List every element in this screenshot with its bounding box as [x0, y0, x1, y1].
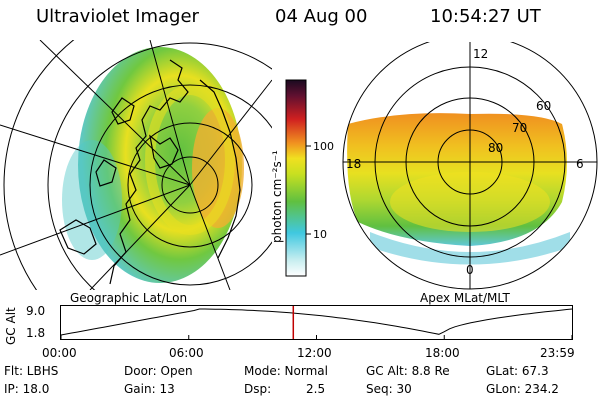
ip-info: IP: 18.0	[4, 382, 50, 396]
dsp-label: Dsp:	[244, 382, 272, 396]
colorbar: 100 10	[285, 79, 334, 277]
mlt-label-0: 0	[466, 263, 474, 277]
door-info: Door: Open	[124, 364, 193, 378]
mode-info: Mode: Normal	[244, 364, 328, 378]
filter-info: Flt: LBHS	[4, 364, 59, 378]
dsp-value: 2.5	[306, 382, 326, 396]
colorbar-unit-label: photon cm⁻²s⁻¹	[270, 150, 284, 243]
apex-label: Apex MLat/MLT	[420, 291, 510, 305]
polar-plot: 12 18 6 0 60 70 80	[342, 42, 598, 290]
geographic-label: Geographic Lat/Lon	[70, 291, 188, 305]
seq-info: Seq: 30	[366, 382, 412, 396]
altitude-ytick-1-8: 1.8	[26, 326, 46, 340]
mlt-label-6: 6	[576, 157, 584, 171]
time-label: 10:54:27 UT	[430, 6, 541, 27]
colorbar-tick-100: 100	[313, 140, 334, 153]
coastline	[59, 59, 241, 285]
mlt-label-12: 12	[473, 47, 488, 61]
lat-label-60: 60	[536, 99, 551, 113]
colorbar-tick-10: 10	[313, 228, 327, 241]
altitude-xtick-2359: 23:59	[540, 346, 575, 360]
lat-label-80: 80	[488, 141, 503, 155]
altitude-ylabel: GC Alt	[4, 307, 18, 345]
glon-info: GLon: 234.2	[486, 382, 559, 396]
altitude-xtick-0000: 00:00	[42, 346, 77, 360]
altitude-xtick-1200: 12:00	[297, 346, 332, 360]
altitude-plot	[60, 305, 573, 340]
glat-info: GLat: 67.3	[486, 364, 549, 378]
gain-info: Gain: 13	[124, 382, 175, 396]
altitude-xtick-0600: 06:00	[169, 346, 204, 360]
gc-alt-info: GC Alt: 8.8 Re	[366, 364, 450, 378]
lat-label-70: 70	[512, 121, 527, 135]
altitude-xtick-1800: 18:00	[425, 346, 460, 360]
date-label: 04 Aug 00	[275, 6, 368, 27]
altitude-ytick-9: 9.0	[26, 304, 46, 318]
mlt-label-18: 18	[346, 157, 361, 171]
geographic-map	[0, 40, 272, 290]
instrument-title: Ultraviolet Imager	[36, 6, 199, 27]
altitude-curve	[60, 308, 573, 336]
